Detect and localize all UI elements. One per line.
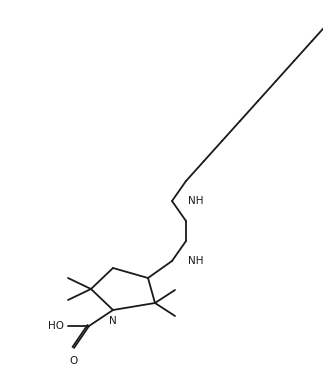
Text: HO: HO: [48, 321, 64, 331]
Text: NH: NH: [188, 196, 203, 206]
Text: NH: NH: [188, 256, 203, 266]
Text: N: N: [109, 316, 117, 326]
Text: O: O: [69, 356, 77, 366]
